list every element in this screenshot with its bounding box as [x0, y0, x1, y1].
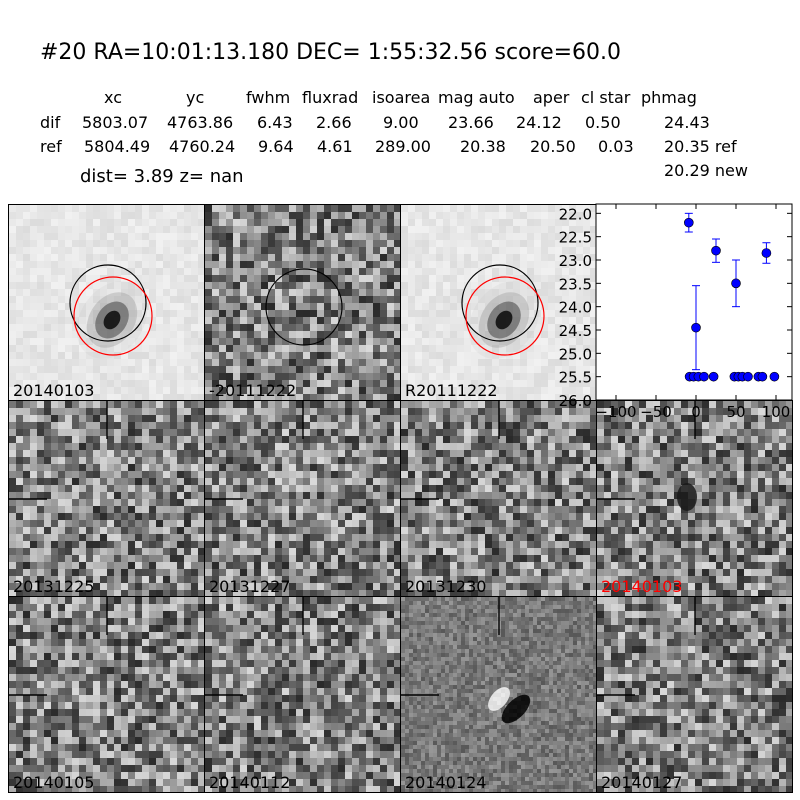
stamp-label: 20140124: [405, 773, 487, 792]
dif-phmag: 24.43: [664, 113, 710, 132]
ref-aper: 20.50: [530, 137, 576, 156]
ref-cl-star: 0.03: [598, 137, 634, 156]
ref-phmag: 20.35 ref: [664, 137, 737, 156]
x-tick-label: 50: [726, 403, 745, 421]
y-tick-label: 22.5: [559, 229, 592, 247]
y-tick-label: 24.0: [559, 299, 592, 317]
stamp-label: 20140112: [209, 773, 291, 792]
image-stamp-1: -20111222: [204, 204, 401, 401]
page-title: #20 RA=10:01:13.180 DEC= 1:55:32.56 scor…: [40, 40, 622, 65]
data-point: [769, 371, 780, 382]
dif-yc: 4763.86: [167, 113, 234, 132]
image-stamp-8: 20140112: [204, 596, 401, 793]
image-stamp-5: 20131230: [400, 400, 597, 597]
dist-z-line: dist= 3.89 z= nan: [80, 166, 244, 187]
image-stamp-2: R20111222: [400, 204, 597, 401]
image-stamp-6: 20140103: [596, 400, 793, 597]
ref-fluxrad: 4.61: [317, 137, 353, 156]
data-point: [711, 245, 721, 256]
dif-xc: 5803.07: [82, 113, 149, 132]
stamp-label: 20140103: [601, 577, 683, 596]
stamp-label: R20111222: [405, 381, 498, 400]
image-stamp-0: 20140103: [8, 204, 205, 401]
column-header-cl-star: cl star: [581, 88, 631, 107]
light-curve-plot: 22.0 22.5 23.0 23.5 24.0 24.5 25.0 25.5 26.0−100…: [559, 203, 793, 421]
y-tick-label: 23.5: [559, 275, 592, 293]
x-tick-label: 100: [762, 403, 791, 421]
column-header-fluxrad: fluxrad: [302, 88, 359, 107]
y-tick-label: 23.0: [559, 252, 592, 270]
dif-isoarea: 9.00: [383, 113, 419, 132]
dif-fwhm: 6.43: [257, 113, 293, 132]
stamp-label: 20131227: [209, 577, 291, 596]
ref-mag-auto: 20.38: [460, 137, 506, 156]
ref-xc: 5804.49: [84, 137, 151, 156]
x-tick-label: −100: [595, 403, 636, 421]
stamp-label: 20140105: [13, 773, 95, 792]
data-point: [761, 248, 772, 258]
stamp-label: 20140103: [13, 381, 95, 400]
column-header-fwhm: fwhm: [246, 88, 291, 107]
column-header-xc: xc: [104, 88, 122, 107]
y-tick-label: 25.0: [559, 345, 592, 363]
dif-fluxrad: 2.66: [316, 113, 352, 132]
ref-yc: 4760.24: [169, 137, 236, 156]
image-stamp-10: 20140127: [596, 596, 793, 793]
data-point: [699, 371, 709, 382]
data-point: [708, 371, 719, 382]
data-point: [691, 322, 701, 333]
column-header-aper: aper: [533, 88, 570, 107]
column-header-phmag: phmag: [641, 88, 697, 107]
image-stamp-7: 20140105: [8, 596, 205, 793]
data-point: [684, 217, 694, 228]
column-header-isoarea: isoarea: [372, 88, 431, 107]
plot-frame: [595, 203, 793, 401]
data-point: [731, 278, 741, 289]
image-stamp-9: 20140124: [400, 596, 597, 793]
image-stamp-3: 20131225: [8, 400, 205, 597]
stamp-label: 20131230: [405, 577, 487, 596]
row-label-ref: ref: [40, 137, 62, 156]
y-tick-label: 25.5: [559, 369, 592, 387]
x-tick-label: −50: [640, 403, 672, 421]
row-label-dif: dif: [40, 113, 61, 132]
dif-mag-auto: 23.66: [448, 113, 494, 132]
ref-isoarea: 289.00: [375, 137, 431, 156]
stamp-label: 20131225: [13, 577, 95, 596]
new-phmag: 20.29 new: [664, 161, 748, 180]
x-tick-label: 0: [691, 403, 701, 421]
y-tick-label: 26.0: [559, 392, 592, 410]
column-header-mag-auto: mag auto: [438, 88, 515, 107]
data-point: [743, 371, 753, 382]
stamp-label: 20140127: [601, 773, 683, 792]
ref-fwhm: 9.64: [258, 137, 294, 156]
stamp-label: -20111222: [209, 381, 297, 400]
y-tick-label: 24.5: [559, 322, 592, 340]
y-tick-label: 22.0: [559, 205, 592, 223]
column-header-yc: yc: [186, 88, 205, 107]
image-stamp-4: 20131227: [204, 400, 401, 597]
data-point: [757, 371, 768, 382]
dif-cl-star: 0.50: [585, 113, 621, 132]
dif-aper: 24.12: [516, 113, 562, 132]
